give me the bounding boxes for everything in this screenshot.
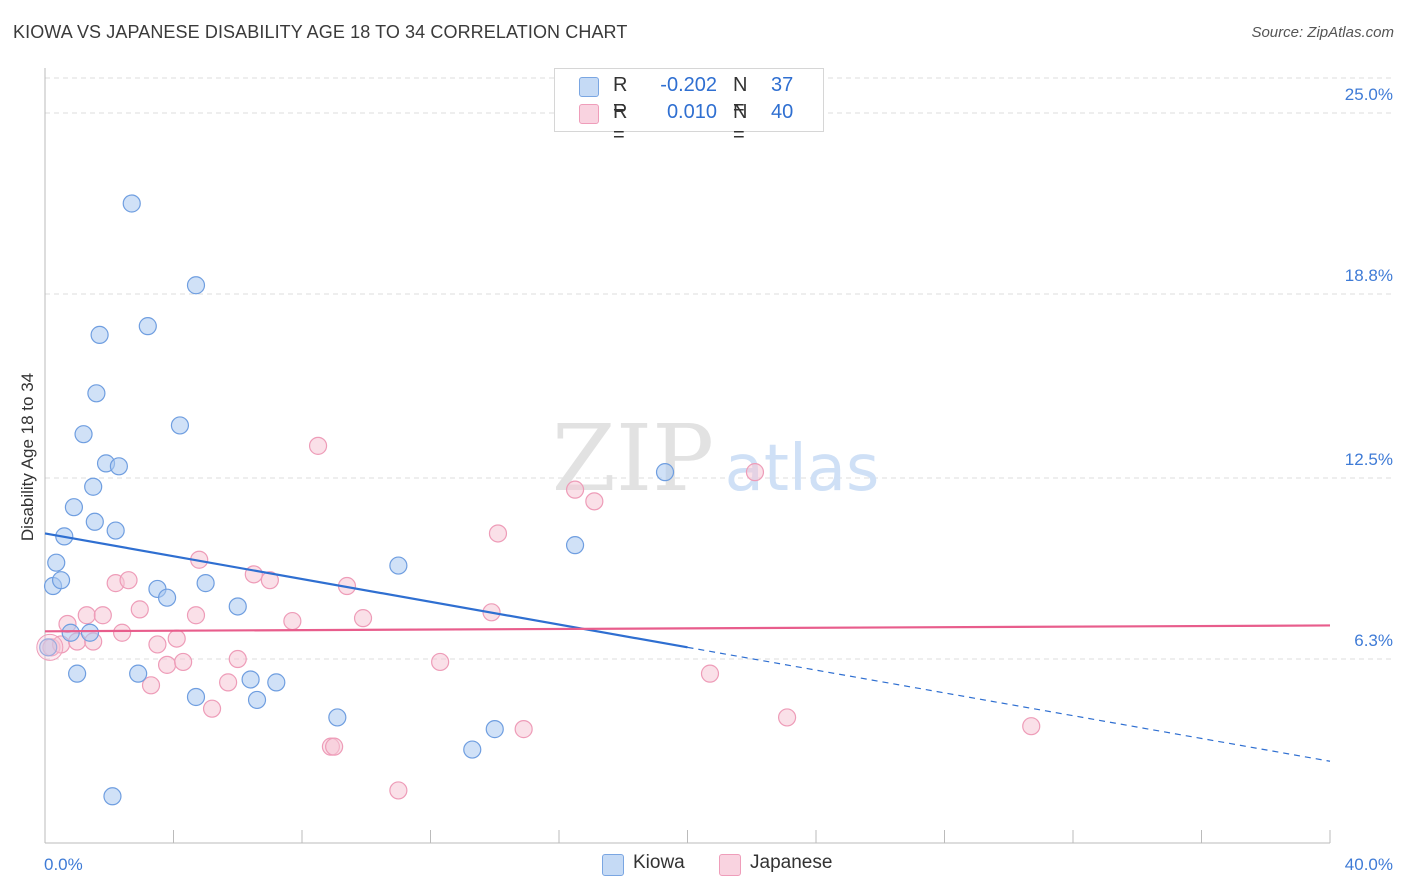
legend-n-label: N = bbox=[733, 101, 748, 146]
point-kiowa bbox=[247, 690, 267, 710]
y-tick-label: 6.3% bbox=[1354, 631, 1393, 650]
legend-r-label: R = bbox=[613, 74, 628, 119]
point-japanese bbox=[202, 699, 222, 718]
point-japanese bbox=[389, 781, 408, 800]
point-japanese bbox=[157, 655, 177, 674]
point-japanese bbox=[260, 571, 279, 590]
y-tick-label: 18.8% bbox=[1345, 266, 1393, 285]
point-japanese bbox=[283, 611, 302, 631]
x-tick-label-max: 40.0% bbox=[1345, 855, 1393, 874]
point-kiowa bbox=[485, 720, 504, 739]
point-japanese bbox=[112, 623, 132, 642]
point-japanese bbox=[130, 600, 149, 619]
point-japanese bbox=[119, 571, 138, 590]
point-kiowa bbox=[389, 556, 408, 575]
point-kiowa bbox=[106, 521, 125, 540]
point-kiowa bbox=[64, 498, 84, 517]
legend-r-label: R = bbox=[613, 101, 628, 146]
bottom-legend-swatch-japanese bbox=[719, 854, 741, 876]
trend-line-japanese bbox=[44, 624, 1331, 633]
point-japanese bbox=[1022, 717, 1041, 736]
point-kiowa bbox=[241, 670, 260, 689]
point-kiowa bbox=[129, 664, 148, 683]
point-kiowa bbox=[565, 536, 585, 555]
data-points bbox=[36, 194, 1041, 806]
point-japanese bbox=[93, 606, 112, 625]
legend-r-value: -0.202 bbox=[660, 74, 717, 96]
legend-swatch-kiowa bbox=[579, 77, 599, 97]
point-kiowa bbox=[186, 687, 206, 707]
legend-r-value: 0.010 bbox=[666, 101, 717, 123]
point-kiowa bbox=[267, 673, 286, 692]
point-japanese bbox=[514, 720, 533, 739]
point-japanese bbox=[77, 606, 96, 625]
point-kiowa bbox=[84, 477, 103, 496]
bottom-legend-swatch-kiowa bbox=[602, 854, 624, 876]
legend-n-value: 37 bbox=[771, 74, 794, 96]
point-kiowa bbox=[87, 384, 106, 403]
point-kiowa bbox=[328, 708, 347, 727]
point-japanese bbox=[353, 609, 373, 628]
legend-n-value: 40 bbox=[771, 101, 794, 123]
point-japanese bbox=[745, 463, 765, 482]
y-tick-label: 25.0% bbox=[1345, 85, 1393, 104]
bottom-legend-label-kiowa: Kiowa bbox=[633, 852, 685, 873]
point-kiowa bbox=[103, 787, 122, 806]
point-japanese bbox=[186, 606, 206, 625]
point-japanese bbox=[431, 652, 450, 672]
axes bbox=[44, 68, 1331, 844]
point-japanese bbox=[141, 676, 161, 695]
trend-extension-kiowa bbox=[687, 646, 1331, 762]
point-kiowa bbox=[51, 571, 71, 590]
point-kiowa bbox=[39, 638, 58, 657]
point-kiowa bbox=[90, 325, 109, 344]
point-kiowa bbox=[463, 740, 482, 759]
trend-lines bbox=[44, 532, 1331, 762]
point-japanese bbox=[167, 629, 186, 648]
point-japanese bbox=[325, 737, 344, 756]
point-kiowa bbox=[138, 317, 157, 336]
x-tick-label-min: 0.0% bbox=[44, 855, 83, 874]
point-kiowa bbox=[196, 574, 215, 593]
point-japanese bbox=[700, 664, 720, 683]
point-japanese bbox=[219, 673, 238, 692]
point-japanese bbox=[308, 436, 328, 455]
point-kiowa bbox=[122, 194, 141, 213]
point-cluster-japanese bbox=[36, 633, 64, 661]
point-kiowa bbox=[655, 463, 675, 482]
y-tick-labels: 6.3% 12.5% 18.8% 25.0% bbox=[1345, 85, 1393, 650]
bottom-legend-label-japanese: Japanese bbox=[750, 852, 833, 873]
legend-swatch-japanese bbox=[579, 104, 599, 124]
source-credit: Source: ZipAtlas.com bbox=[1251, 24, 1394, 41]
point-kiowa bbox=[80, 623, 100, 642]
point-kiowa bbox=[170, 416, 190, 435]
point-kiowa bbox=[68, 664, 87, 683]
point-kiowa bbox=[74, 425, 93, 444]
point-japanese bbox=[174, 652, 193, 672]
chart-title: KIOWA VS JAPANESE DISABILITY AGE 18 TO 3… bbox=[13, 22, 628, 42]
point-japanese bbox=[777, 708, 797, 727]
legend-n-label: N = bbox=[733, 74, 748, 119]
point-kiowa bbox=[186, 276, 206, 295]
point-japanese bbox=[148, 635, 167, 654]
point-japanese bbox=[585, 492, 604, 511]
point-japanese bbox=[565, 480, 585, 499]
y-tick-label: 12.5% bbox=[1345, 450, 1393, 469]
point-kiowa bbox=[61, 623, 80, 642]
y-axis-label: Disability Age 18 to 34 bbox=[18, 373, 37, 541]
point-kiowa bbox=[47, 553, 66, 572]
point-japanese bbox=[228, 649, 247, 669]
point-kiowa bbox=[228, 597, 247, 616]
correlation-legend: R = -0.202 N = 37 R = 0.010 N = 40 bbox=[554, 68, 824, 146]
point-kiowa bbox=[85, 512, 104, 531]
point-kiowa bbox=[109, 457, 128, 476]
point-japanese bbox=[488, 524, 508, 543]
point-kiowa bbox=[157, 588, 177, 607]
